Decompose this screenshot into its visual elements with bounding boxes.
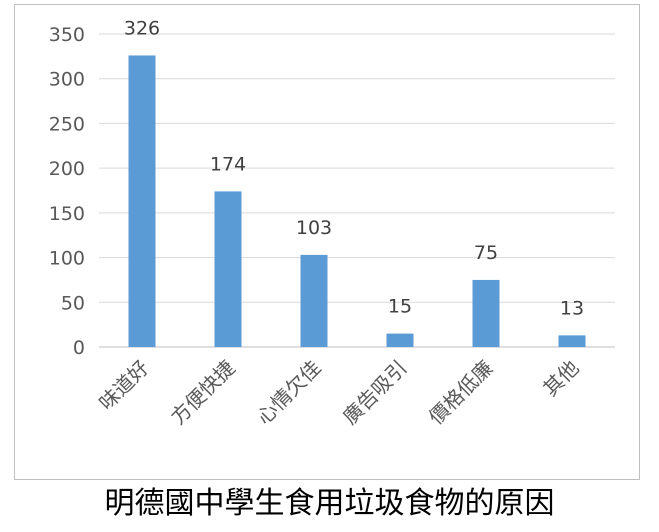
y-tick-label: 200 (49, 158, 85, 180)
data-labels: 326 174 103 15 75 13 (124, 17, 584, 319)
chart-frame: 0 50 100 150 200 250 300 350 326 174 103 15 75 13 味道… (14, 4, 640, 480)
y-tick-label: 150 (49, 203, 85, 225)
bar (214, 191, 242, 347)
category-label: 廣告吸引 (338, 356, 412, 430)
bar-chart: 0 50 100 150 200 250 300 350 326 174 103 15 75 13 味道… (49, 17, 615, 430)
y-tick-label: 0 (73, 337, 85, 359)
x-axis-category-labels: 味道好 方便快捷 心情欠佳 廣告吸引 價格低廉 其他 (94, 356, 583, 430)
bars (128, 55, 586, 347)
data-label: 103 (296, 217, 332, 239)
category-label: 味道好 (94, 356, 153, 415)
category-label: 方便快捷 (166, 356, 240, 430)
bar (558, 335, 586, 347)
category-label: 其他 (538, 356, 583, 401)
y-tick-label: 350 (49, 24, 85, 46)
y-tick-label: 50 (61, 292, 85, 314)
category-label: 心情欠佳 (252, 356, 326, 430)
y-tick-label: 100 (49, 248, 85, 270)
y-tick-label: 250 (49, 113, 85, 135)
category-label: 價格低廉 (424, 356, 498, 430)
bar (472, 279, 500, 347)
bar (128, 55, 156, 347)
chart-caption: 明德國中學生食用垃圾食物的原因 (104, 486, 555, 521)
data-label: 15 (388, 296, 412, 318)
y-tick-label: 300 (49, 69, 85, 91)
data-label: 75 (474, 242, 498, 264)
bar (300, 254, 328, 347)
data-label: 13 (560, 297, 584, 319)
gridlines (99, 33, 615, 348)
data-label: 326 (124, 17, 160, 39)
data-label: 174 (210, 153, 246, 175)
bar (386, 333, 414, 347)
y-axis-tick-labels: 0 50 100 150 200 250 300 350 (49, 24, 85, 359)
